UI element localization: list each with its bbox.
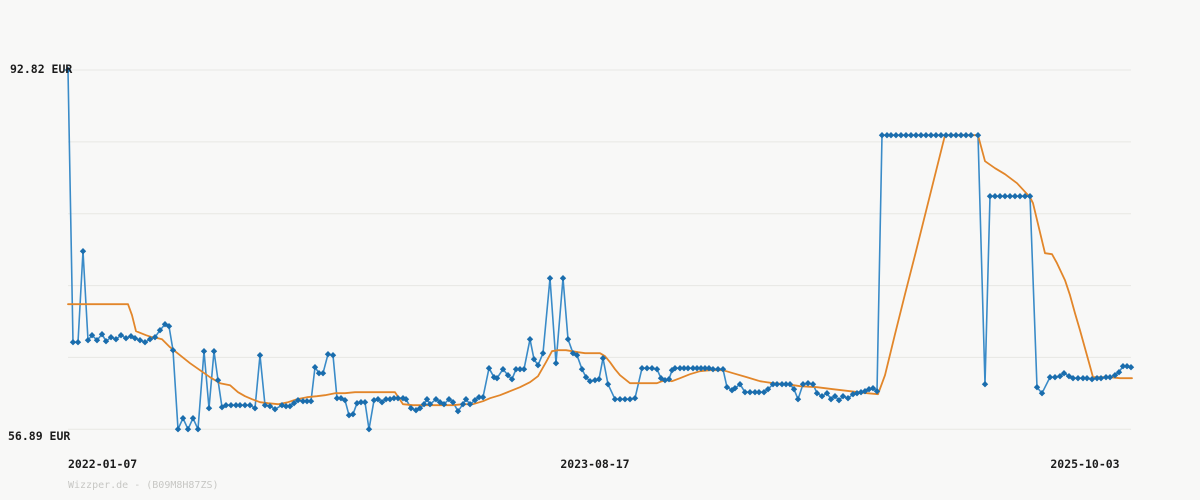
x-tick-start-date: 2022-01-07: [68, 457, 138, 471]
gridlines: [68, 69, 1131, 430]
y-axis-min-label: 56.89 EUR: [8, 429, 71, 443]
x-tick-middle-date: 2023-08-17: [560, 457, 630, 471]
source-attribution: Wizzper.de - (B09M8H87ZS): [68, 480, 219, 491]
x-tick-end-date: 2025-10-03: [1050, 457, 1120, 471]
y-axis-max-label: 92.82 EUR: [10, 62, 73, 76]
moving-average-line: [67, 134, 1133, 407]
price-series-markers: [64, 66, 1135, 433]
price-series-line: [67, 69, 1132, 431]
